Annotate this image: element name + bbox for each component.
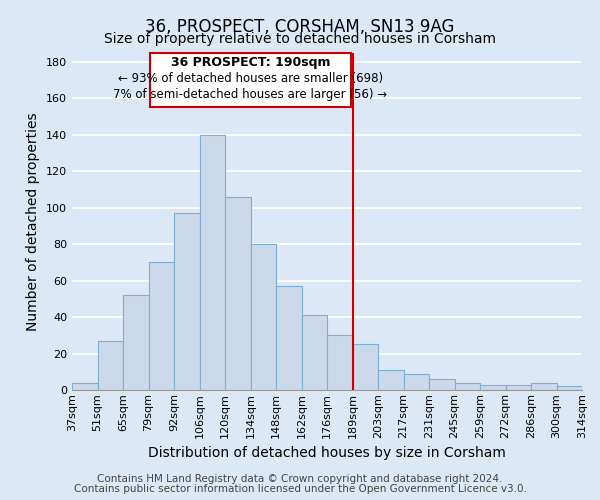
Bar bbox=[429, 379, 455, 390]
Bar bbox=[225, 196, 251, 390]
Bar bbox=[404, 374, 429, 390]
FancyBboxPatch shape bbox=[150, 52, 351, 107]
Bar bbox=[505, 384, 531, 390]
Text: 36 PROSPECT: 190sqm: 36 PROSPECT: 190sqm bbox=[171, 56, 330, 69]
Bar bbox=[353, 344, 378, 390]
Bar bbox=[276, 286, 302, 390]
Bar bbox=[531, 382, 557, 390]
Bar bbox=[378, 370, 404, 390]
Bar bbox=[149, 262, 174, 390]
Bar bbox=[199, 134, 225, 390]
Text: Size of property relative to detached houses in Corsham: Size of property relative to detached ho… bbox=[104, 32, 496, 46]
Text: Contains public sector information licensed under the Open Government Licence v3: Contains public sector information licen… bbox=[74, 484, 526, 494]
Text: 36, PROSPECT, CORSHAM, SN13 9AG: 36, PROSPECT, CORSHAM, SN13 9AG bbox=[145, 18, 455, 36]
Bar bbox=[455, 382, 480, 390]
Bar bbox=[480, 384, 505, 390]
Bar bbox=[557, 386, 582, 390]
Text: ← 93% of detached houses are smaller (698): ← 93% of detached houses are smaller (69… bbox=[118, 72, 383, 85]
Bar bbox=[251, 244, 276, 390]
Text: 7% of semi-detached houses are larger (56) →: 7% of semi-detached houses are larger (5… bbox=[113, 88, 388, 101]
Bar bbox=[72, 382, 97, 390]
Y-axis label: Number of detached properties: Number of detached properties bbox=[26, 112, 40, 330]
Bar bbox=[123, 295, 149, 390]
Text: Contains HM Land Registry data © Crown copyright and database right 2024.: Contains HM Land Registry data © Crown c… bbox=[97, 474, 503, 484]
Bar bbox=[302, 315, 327, 390]
Bar bbox=[174, 213, 199, 390]
Bar bbox=[327, 336, 353, 390]
Bar bbox=[97, 340, 123, 390]
X-axis label: Distribution of detached houses by size in Corsham: Distribution of detached houses by size … bbox=[148, 446, 506, 460]
